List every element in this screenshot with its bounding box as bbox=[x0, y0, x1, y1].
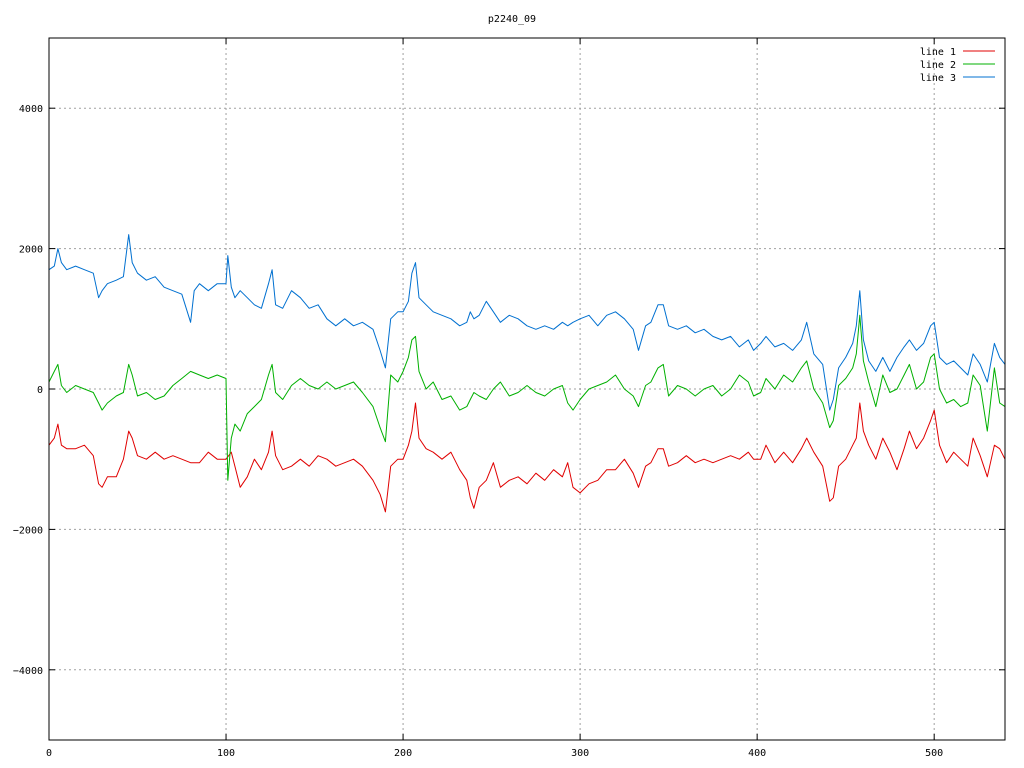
x-tick-label: 500 bbox=[925, 748, 943, 759]
y-tick-label: 4000 bbox=[19, 104, 43, 115]
x-tick-label: 200 bbox=[394, 748, 412, 759]
legend: line 1 line 2 line 3 bbox=[920, 47, 995, 84]
series-line-3 bbox=[48, 234, 1006, 411]
series-line-2 bbox=[48, 314, 1006, 481]
axis-ticks: 0 100 200 300 400 500 −4000 −2000 0 2000 4000 bbox=[13, 38, 1005, 759]
legend-label: line 1 bbox=[920, 47, 956, 58]
x-tick-label: 300 bbox=[571, 748, 589, 759]
x-tick-label: 400 bbox=[748, 748, 766, 759]
series-layer bbox=[48, 234, 1006, 513]
y-tick-label: 0 bbox=[37, 385, 43, 396]
legend-label: line 2 bbox=[920, 60, 956, 71]
legend-label: line 3 bbox=[920, 73, 956, 84]
series-line-1 bbox=[48, 402, 1006, 513]
y-tick-label: −4000 bbox=[13, 666, 43, 677]
plot-frame bbox=[48, 37, 1006, 741]
x-tick-label: 0 bbox=[46, 748, 52, 759]
y-tick-label: 2000 bbox=[19, 245, 43, 256]
x-tick-label: 100 bbox=[217, 748, 235, 759]
grid bbox=[49, 38, 1005, 740]
chart-title: p2240_09 bbox=[488, 14, 536, 25]
y-tick-label: −2000 bbox=[13, 525, 43, 536]
